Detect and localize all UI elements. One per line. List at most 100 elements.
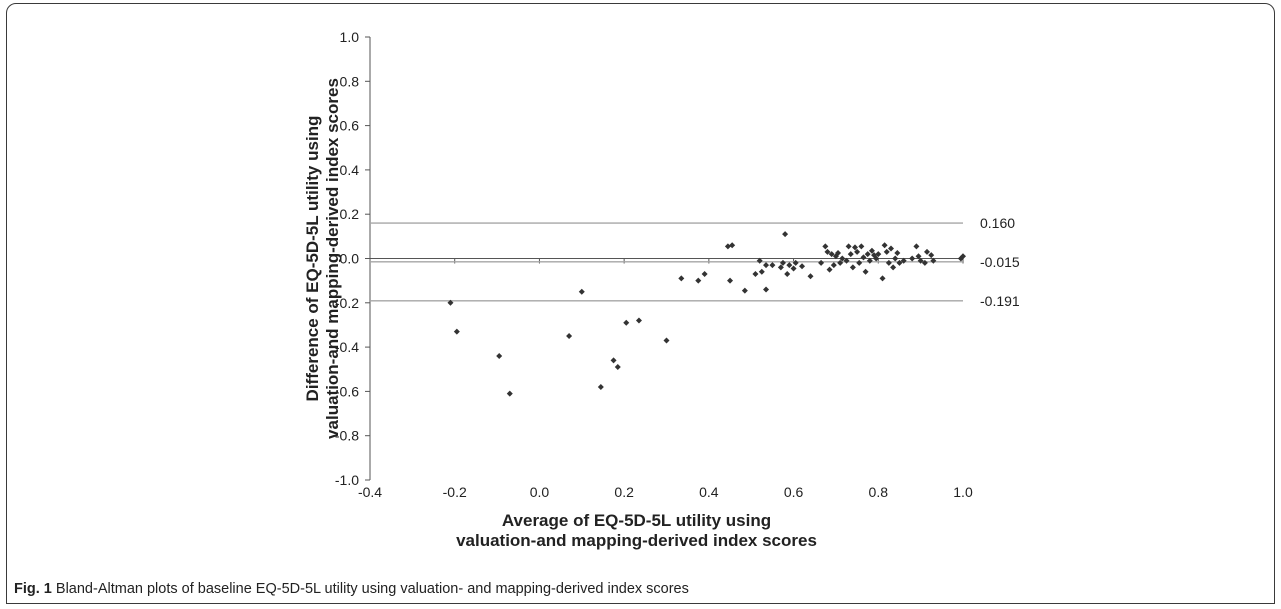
data-point <box>828 251 835 258</box>
data-point <box>854 248 861 255</box>
y-tick-label: 1.0 <box>340 29 360 45</box>
y-tick-label: 0.6 <box>340 118 360 134</box>
data-point <box>741 287 748 294</box>
y-tick-label: -0.2 <box>335 295 359 311</box>
data-point <box>830 262 837 269</box>
data-point <box>635 317 642 324</box>
x-axis-title: Average of EQ-5D-5L utility using <box>502 511 771 530</box>
data-point <box>729 242 736 249</box>
data-point <box>790 265 797 272</box>
x-tick-label: 0.2 <box>614 484 634 500</box>
data-point <box>839 255 846 262</box>
data-point <box>678 275 685 282</box>
data-point <box>597 383 604 390</box>
data-point <box>894 249 901 256</box>
data-point <box>610 357 617 364</box>
reference-line-label: 0.160 <box>980 215 1015 231</box>
data-point <box>868 247 875 254</box>
data-point <box>695 277 702 284</box>
y-axis-title: valuation-and mapping-derived index scor… <box>323 78 342 439</box>
figure-caption: Fig. 1 Bland-Altman plots of baseline EQ… <box>14 581 689 597</box>
data-point <box>923 248 930 255</box>
data-point <box>875 251 882 258</box>
data-point <box>727 277 734 284</box>
data-point <box>845 243 852 250</box>
data-point <box>799 263 806 270</box>
data-point <box>873 255 880 262</box>
data-point <box>900 257 907 264</box>
y-axis-title: Difference of EQ-5D-5L utility using <box>303 116 322 402</box>
x-tick-label: 0.4 <box>699 484 719 500</box>
data-point <box>566 333 573 340</box>
y-tick-label: 0.0 <box>340 251 360 267</box>
x-tick-label: -0.4 <box>358 484 382 500</box>
data-point <box>930 257 937 264</box>
data-point <box>782 231 789 238</box>
data-point <box>786 262 793 269</box>
data-point <box>960 253 966 260</box>
data-point <box>578 288 585 295</box>
data-point <box>724 243 731 250</box>
data-point <box>913 243 920 250</box>
data-point <box>849 264 856 271</box>
reference-line-label: -0.015 <box>980 254 1020 270</box>
data-point <box>879 275 886 282</box>
data-point <box>917 257 924 264</box>
data-point <box>807 273 814 280</box>
data-point <box>864 251 871 258</box>
y-tick-label: -0.8 <box>335 428 359 444</box>
y-tick-label: -1.0 <box>335 472 359 488</box>
figure-frame <box>6 3 1275 604</box>
data-point <box>777 264 784 271</box>
data-point <box>862 268 869 275</box>
data-point <box>453 328 460 335</box>
y-tick-label: -0.4 <box>335 339 359 355</box>
data-point <box>887 245 894 252</box>
data-point <box>866 257 873 264</box>
data-point <box>847 251 854 258</box>
data-point <box>837 259 844 266</box>
data-point <box>663 337 670 344</box>
data-point <box>824 248 831 255</box>
data-point <box>763 286 770 293</box>
data-point <box>769 262 776 269</box>
data-point <box>843 257 850 264</box>
data-point <box>851 244 858 251</box>
data-point <box>818 259 825 266</box>
data-point <box>756 257 763 264</box>
data-point <box>506 390 513 397</box>
data-point <box>496 352 503 359</box>
data-point <box>858 243 865 250</box>
reference-line-label: -0.191 <box>980 293 1020 309</box>
y-tick-label: 0.8 <box>340 73 360 89</box>
data-point <box>928 252 935 259</box>
data-point <box>763 262 770 269</box>
data-point <box>826 266 833 273</box>
data-point <box>856 259 863 266</box>
data-point <box>792 259 799 266</box>
data-point <box>758 268 765 275</box>
data-point <box>881 242 888 249</box>
y-tick-label: 0.2 <box>340 206 360 222</box>
data-point <box>883 248 890 255</box>
data-point <box>892 255 899 262</box>
bland-altman-plot: -1.0 -0.8 -0.6 -0.4 -0.2 0.0 0.2 0.4 0.6 0.8 1.0 -0… <box>303 29 1020 550</box>
x-tick-label: 0.8 <box>869 484 889 500</box>
x-axis-title: valuation-and mapping-derived index scor… <box>456 531 817 550</box>
data-point <box>447 299 454 306</box>
data-point <box>822 243 829 250</box>
x-tick-label: 1.0 <box>953 484 973 500</box>
data-point <box>752 271 759 278</box>
data-point <box>890 264 897 271</box>
caption-text: Bland-Altman plots of baseline EQ-5D-5L … <box>55 581 689 597</box>
x-tick-label: 0.6 <box>784 484 804 500</box>
y-tick-label: -0.6 <box>335 383 359 399</box>
data-point <box>701 271 708 278</box>
caption-label: Fig. 1 <box>14 581 52 597</box>
data-point <box>860 254 867 261</box>
data-point <box>779 259 786 266</box>
data-point <box>909 255 916 262</box>
data-point <box>885 259 892 266</box>
data-point <box>784 271 791 278</box>
data-point <box>623 319 630 326</box>
